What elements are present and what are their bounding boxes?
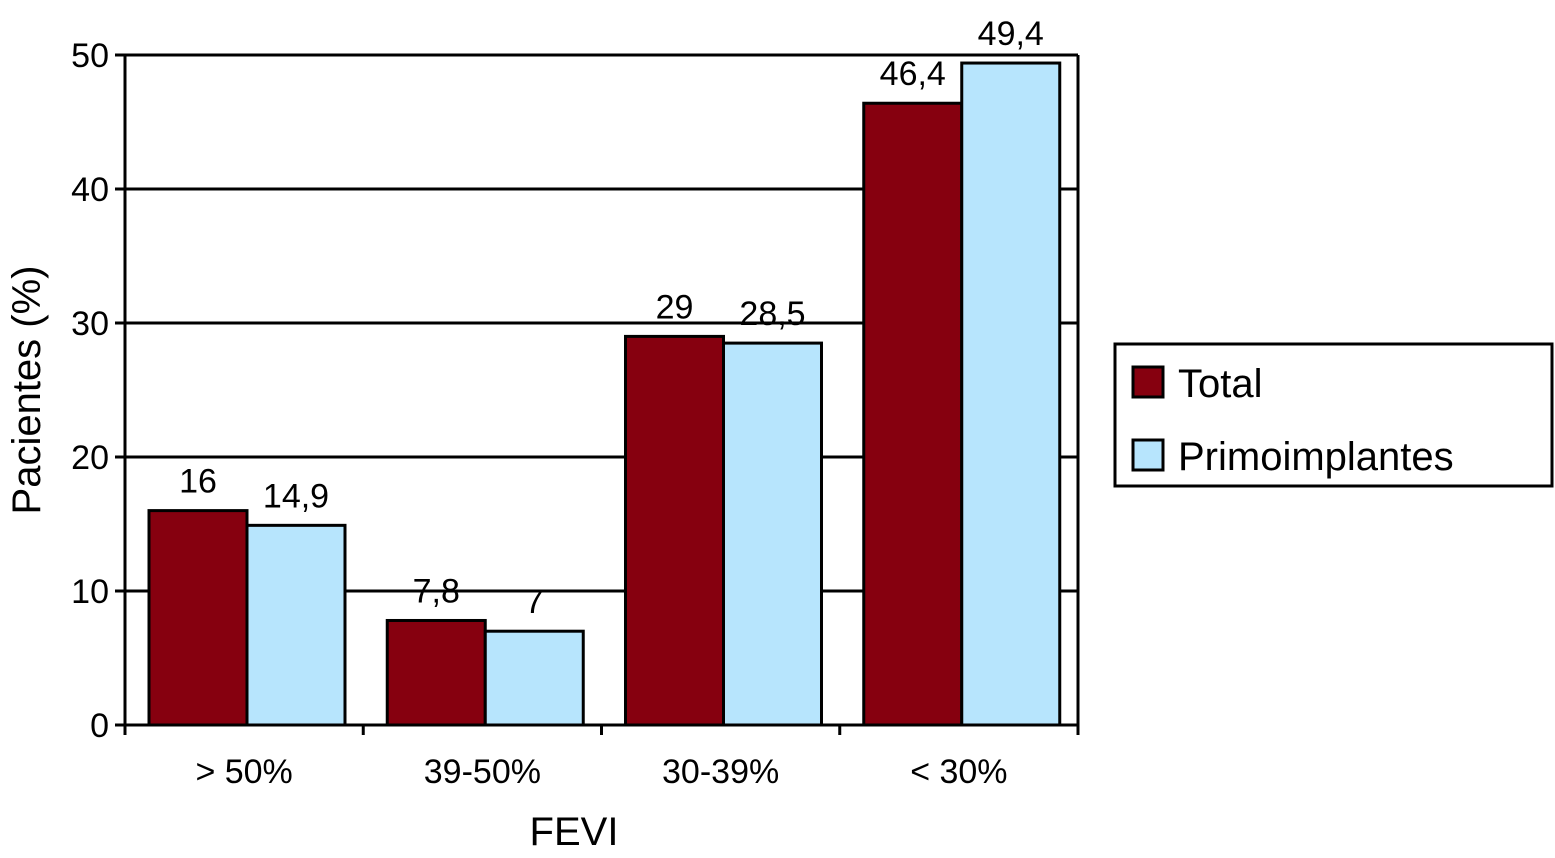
legend-swatch-primoimplantes <box>1131 438 1165 472</box>
tick-labels: 0 10 20 30 40 50 > 50% 39-50% 30-39% < 30% <box>71 37 1007 791</box>
x-axis-title: FEVI <box>530 810 619 854</box>
y-tick-label: 50 <box>71 37 109 75</box>
bar-primoimplantes-4 <box>960 61 1062 727</box>
data-labels: 16 14,9 7,8 7 29 28,5 46,4 49,4 <box>179 15 1044 621</box>
y-tick-label: 30 <box>71 305 109 343</box>
legend-label: Total <box>1178 362 1263 406</box>
bar-primoimplantes-1 <box>245 523 347 727</box>
axes <box>115 53 1080 735</box>
data-label: 46,4 <box>880 55 946 93</box>
data-label: 28,5 <box>739 295 805 333</box>
legend-label: Primoimplantes <box>1178 435 1454 479</box>
bar-primoimplantes-2 <box>483 629 585 727</box>
legend-swatch-total <box>1131 365 1165 399</box>
x-tick-label: 30-39% <box>662 753 779 791</box>
data-label: 29 <box>656 288 694 326</box>
x-tick-label: 39-50% <box>424 753 541 791</box>
bar-total-2 <box>385 618 487 727</box>
data-label: 7,8 <box>413 572 460 610</box>
bar-total-3 <box>624 334 725 727</box>
y-tick-label: 10 <box>71 573 109 611</box>
data-label: 49,4 <box>978 15 1044 53</box>
y-tick-label: 20 <box>71 439 109 477</box>
x-tick-label: < 30% <box>910 753 1007 791</box>
data-label: 14,9 <box>263 477 329 515</box>
x-tick-label: > 50% <box>195 753 292 791</box>
y-tick-label: 0 <box>90 707 109 745</box>
bar-total-1 <box>147 509 249 727</box>
bars <box>147 61 1062 727</box>
data-label: 7 <box>525 583 544 621</box>
data-label: 16 <box>179 463 217 501</box>
bar-primoimplantes-3 <box>722 341 823 727</box>
y-axis-title: Pacientes (%) <box>5 266 49 515</box>
legend: Total Primoimplantes <box>1113 342 1554 488</box>
legend-box <box>1113 342 1554 488</box>
bar-total-4 <box>862 101 964 727</box>
y-tick-label: 40 <box>71 171 109 209</box>
